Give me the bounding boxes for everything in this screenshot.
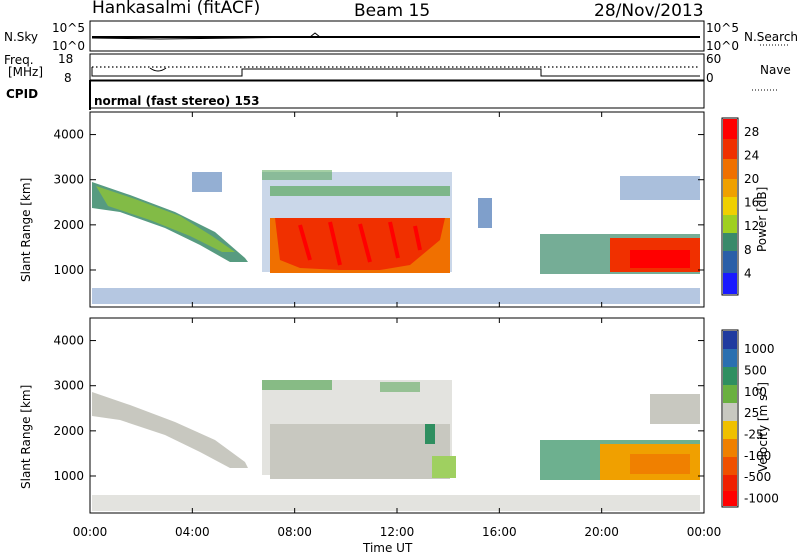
- velocity-colorbar-tick-label: -100: [744, 449, 771, 463]
- y-tick-label: 3000: [53, 173, 84, 187]
- velocity-colorbar-tick-label: 100: [744, 385, 767, 399]
- x-tick-label: 12:00: [380, 525, 415, 539]
- power-colorbar-tick-label: 20: [744, 172, 759, 186]
- freq-top-tick: 18: [58, 52, 74, 66]
- y-tick-label: 3000: [53, 379, 84, 393]
- y-tick-label: 4000: [53, 334, 84, 348]
- power-colorbar-tick-label: 12: [744, 219, 759, 233]
- axis-ticks: 1000 2000 3000 4000 1000 2000 3000 4000 00:00 04:…: [53, 112, 779, 539]
- y-tick-label: 2000: [53, 218, 84, 232]
- velocity-colorbar: [721, 329, 739, 508]
- nsearch-label: N.Search: [744, 30, 799, 44]
- nave-top-tick: 60: [706, 52, 722, 66]
- nave-bot-tick: 0: [706, 71, 714, 85]
- freq-label-2: [MHz]: [8, 65, 44, 79]
- power-colorbar-tick-label: 4: [744, 266, 752, 280]
- x-tick-label: 00:00: [73, 525, 108, 539]
- nave-label: Nave: [760, 63, 791, 77]
- cpid-text: normal (fast stereo) 153: [94, 94, 260, 108]
- x-axis-label: Time UT: [363, 541, 413, 555]
- y-tick-label: 2000: [53, 424, 84, 438]
- freq-dip: [149, 67, 167, 72]
- velocity-colorbar-tick-label: 1000: [744, 342, 775, 356]
- velocity-colorbar-tick-label: 25: [744, 406, 759, 420]
- cpid-panel-frame: [89, 80, 705, 109]
- nsearch-top-tick: 10^5: [706, 21, 739, 35]
- y-tick-label: 1000: [53, 469, 84, 483]
- nsky-label: N.Sky: [4, 30, 39, 44]
- freq-panel-frame: [89, 53, 705, 81]
- x-tick-label: 08:00: [277, 525, 312, 539]
- nsky-bot-tick: 10^0: [52, 39, 85, 53]
- power-colorbar-tick-label: 16: [744, 196, 759, 210]
- power-colorbar-tick-label: 28: [744, 125, 759, 139]
- x-tick-label: 00:00: [687, 525, 722, 539]
- nsearch-bot-tick: 10^0: [706, 39, 739, 53]
- freq-label-1: Freq.: [4, 53, 34, 67]
- y-tick-label: 1000: [53, 263, 84, 277]
- power-colorbar: [721, 117, 739, 296]
- power-panel: [89, 111, 705, 308]
- power-colorbar-tick-label: 24: [744, 148, 759, 162]
- freq-bot-tick: 8: [64, 71, 72, 85]
- velocity-colorbar-tick-label: -1000: [744, 491, 779, 505]
- x-tick-label: 16:00: [482, 525, 517, 539]
- velocity-colorbar-tick-label: -25: [744, 427, 764, 441]
- date-title: 28/Nov/2013: [594, 1, 704, 21]
- y-tick-label: 4000: [53, 128, 84, 142]
- station-title: Hankasalmi (fitACF): [92, 0, 261, 18]
- beam-title: Beam 15: [354, 1, 431, 21]
- x-tick-label: 04:00: [175, 525, 210, 539]
- nave-trace: [91, 67, 700, 77]
- cpid-label: CPID: [6, 87, 39, 101]
- nsky-top-tick: 10^5: [52, 21, 85, 35]
- x-tick-label: 20:00: [584, 525, 619, 539]
- velocity-colorbar-tick-label: 500: [744, 364, 767, 378]
- nsky-trace-detail: [91, 32, 700, 40]
- nsky-panel-frame: [89, 20, 705, 52]
- velocity-colorbar-tick-label: -500: [744, 470, 771, 484]
- velocity-panel: [89, 317, 705, 514]
- power-colorbar-tick-label: 8: [744, 243, 752, 257]
